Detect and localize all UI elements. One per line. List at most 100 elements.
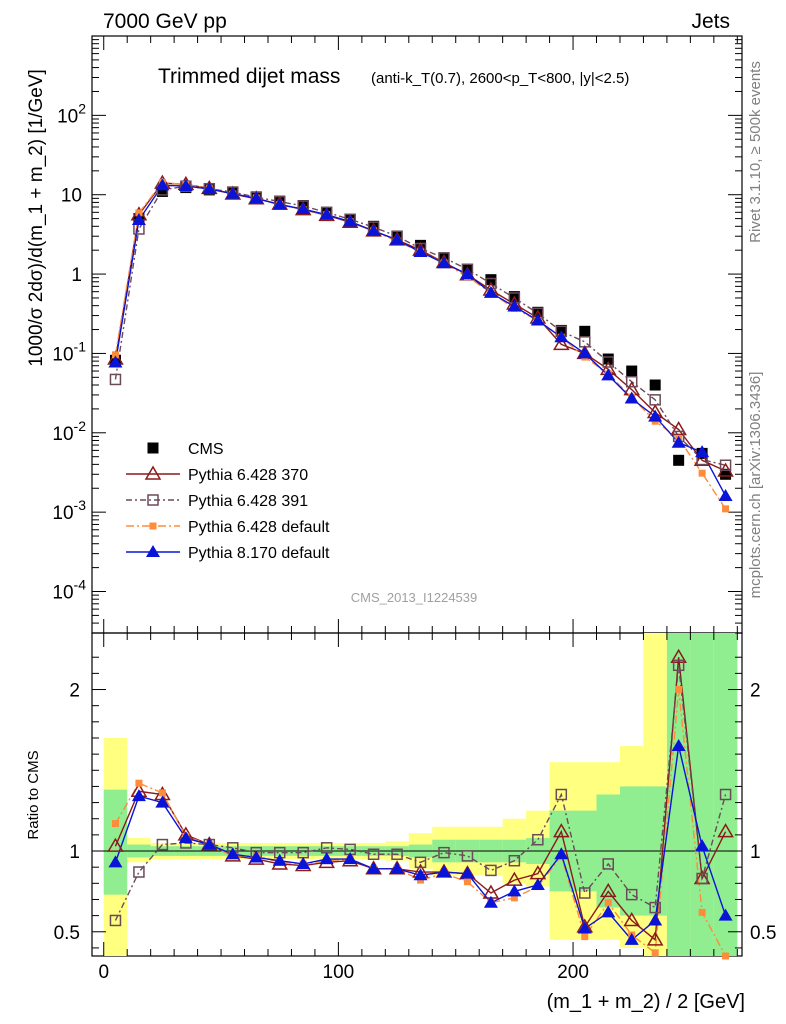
legend-marker-py8def (146, 545, 160, 557)
ratio-point-py8def (178, 831, 193, 844)
ratio-point-py6def (698, 908, 706, 916)
ratio-point-py391 (156, 838, 169, 851)
ratio-point-py8def (296, 856, 311, 869)
point-py8def (530, 313, 545, 326)
point-py8def (390, 232, 405, 245)
green-band-bin (666, 633, 691, 956)
ratio-point-py391 (625, 888, 638, 901)
ratio-point-py8def (343, 852, 358, 865)
ratio-point-py8def (577, 921, 592, 934)
ratio-point-py8def (155, 795, 170, 808)
legend-marker-py6def (149, 522, 157, 530)
ratio-point-py391 (672, 659, 685, 672)
axes: 10-4 10-3 10-2 10-1 1 10 102 0 100 200 0.5 0.5 1 1 2 2 (52, 36, 776, 983)
point-py8def (272, 197, 287, 210)
point-cms (720, 468, 732, 480)
ratio-point-py8def (671, 739, 686, 752)
ratio-point-py6def (581, 933, 589, 941)
ratio-point-py391 (508, 854, 521, 867)
title-detail: (anti-k_T(0.7), 2600<p_T<800, |y|<2.5) (371, 70, 629, 87)
ratio-point-py8def (131, 789, 146, 802)
point-py6def (135, 209, 143, 217)
point-py391 (625, 375, 638, 388)
ratio-point-py8def (225, 847, 240, 860)
point-py6def (722, 505, 730, 513)
ratio-y-tick-label: 1 (69, 842, 80, 863)
point-py8def (624, 391, 639, 404)
point-py8def (296, 202, 311, 215)
ratio-point-py8def (319, 852, 334, 865)
ratio-point-py8def (390, 861, 405, 874)
y-tick-label: 10 (61, 186, 82, 207)
ratio-point-py391 (485, 864, 497, 877)
ratio-point-py8def (436, 865, 451, 878)
ratio-y-tick-label-right: 1 (750, 842, 761, 863)
point-py8def (108, 355, 123, 368)
point-py8def (648, 409, 663, 422)
y-tick-label: 10-4 (52, 577, 86, 604)
ratio-point-py370 (623, 911, 641, 927)
point-py391 (649, 394, 661, 406)
point-py8def (343, 214, 358, 227)
point-cms (602, 353, 614, 365)
ratio-point-py391 (579, 887, 591, 899)
ratio-point-py391 (555, 788, 568, 801)
point-cms (485, 274, 497, 286)
ratio-point-py8def (507, 884, 522, 897)
ratio-point-py391 (367, 848, 380, 861)
point-cms (626, 365, 638, 377)
mcplots-label: mcplots.cern.ch [arXiv:1306.3436] (747, 372, 764, 599)
ratio-point-py8def (366, 861, 381, 874)
ratio-point-py8def (413, 868, 428, 881)
point-py8def (460, 267, 475, 280)
point-py8def (601, 368, 616, 381)
ratio-point-py6def (158, 789, 166, 797)
ratio-point-py8def (601, 905, 616, 918)
uncertainty-bands (103, 633, 738, 956)
ratio-point-py370 (553, 823, 570, 838)
ratio-point-py370 (107, 837, 124, 852)
ratio-point-py391 (414, 856, 427, 869)
line-py391 (114, 185, 726, 466)
ratio-y-tick-label-right: 2 (750, 681, 761, 702)
point-py8def (554, 330, 569, 343)
point-py391 (109, 373, 122, 386)
ratio-point-py6def (463, 878, 471, 886)
point-py8def (131, 213, 146, 226)
point-py8def (507, 299, 522, 312)
ratio-point-py8def (272, 853, 287, 866)
y-tick-label: 10-1 (52, 338, 86, 365)
ratio-y-tick-label: 2 (69, 681, 80, 702)
ratio-point-py391 (133, 866, 145, 878)
ratio-point-py8def (202, 837, 217, 850)
legend-label-cms: CMS (188, 441, 224, 458)
ratio-point-py6def (675, 686, 683, 694)
main-panel-frame (91, 35, 743, 634)
ratio-point-py8def (648, 913, 663, 926)
ratio-point-py8def (249, 850, 264, 863)
point-cms (579, 325, 591, 337)
ratio-point-py6def (722, 952, 730, 960)
ratio-point-py6def (135, 779, 143, 787)
ratio-point-py391 (438, 846, 450, 859)
ratio-point-py8def (695, 839, 710, 852)
point-py8def (436, 256, 451, 269)
ratio-point-py391 (602, 858, 614, 870)
point-py8def (178, 178, 193, 191)
y-tick-label: 10-3 (52, 497, 86, 524)
point-py370 (693, 451, 711, 467)
x-tick-label: 0 (98, 962, 109, 983)
main-y-axis-label: 1000/σ 2dσ)/d(m_1 + m_2) [1/GeV] (26, 69, 47, 367)
point-cms (649, 379, 661, 391)
legend-marker-py391 (147, 494, 159, 506)
point-py8def (483, 285, 498, 298)
y-tick-label: 102 (57, 100, 86, 127)
point-py8def (718, 488, 733, 501)
ratio-point-py8def (718, 908, 733, 921)
ratio-y-tick-label: 0.5 (54, 923, 80, 944)
ratio-panel-frame (91, 632, 743, 957)
ratio-point-py6def (604, 899, 612, 907)
ratio-point-py8def (554, 847, 569, 860)
analysis-id: CMS_2013_I1224539 (351, 590, 478, 605)
point-py8def (225, 186, 240, 199)
